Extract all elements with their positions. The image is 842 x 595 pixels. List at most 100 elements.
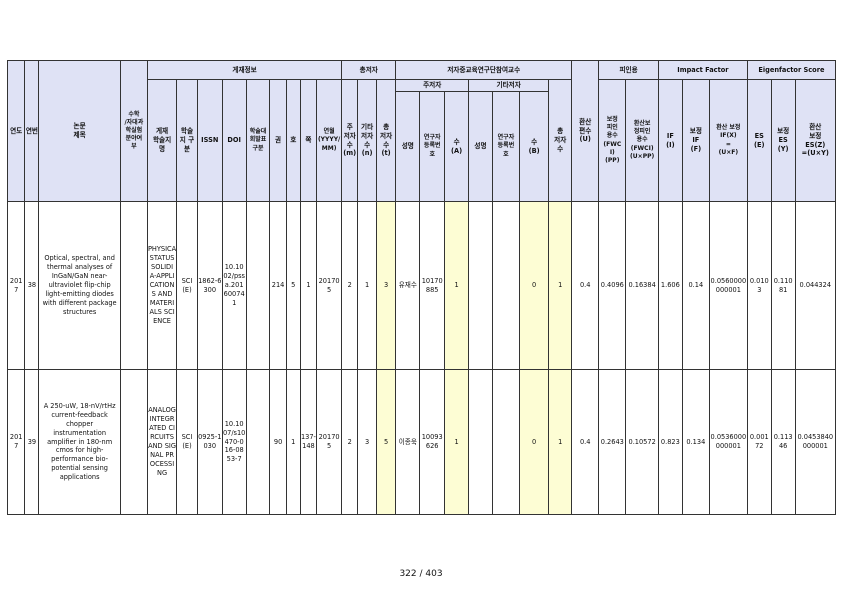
cell-doi: 10.1002/pssa.201600741 <box>221 201 247 370</box>
cell-main-authors: 2 <box>341 201 359 370</box>
col-if-adj-header: 보정 IF (F) <box>681 79 710 202</box>
cell-other-prof-name <box>468 369 493 515</box>
cell-es: 0.0103 <box>746 201 772 370</box>
cell-fwci-conv: 0.10572 <box>625 369 659 515</box>
cell-if: 0.823 <box>657 369 683 515</box>
cell-if-conv: 0.0560000000001 <box>708 201 748 370</box>
cell-doi: 10.1007/s10470-016-0853-7 <box>221 369 247 515</box>
cell-main-prof-name: 유재수 <box>395 201 421 370</box>
impact-factor-group-header: Impact Factor <box>657 60 748 80</box>
col-date-header: 연월 (YYYY/ MM) <box>316 79 343 202</box>
col-issn-header: ISSN <box>196 79 223 202</box>
cell-es: 0.00172 <box>746 369 772 515</box>
col-name2-header: 성명 <box>468 91 493 202</box>
col-type-header: 수학 /자대과 학실험 분야여 부 <box>119 60 148 202</box>
cell-total-prof: 1 <box>548 201 573 370</box>
cell-other-prof-reg <box>491 201 521 370</box>
cell-issn: 1862-6300 <box>196 201 223 370</box>
col-reg2-header: 연구자 등록번 호 <box>491 91 521 202</box>
cell-date: 201705 <box>316 201 343 370</box>
cell-journal: PHYSICA STATUS SOLIDI A-APPLICATIONS AND… <box>146 201 178 370</box>
cell-seq: 39 <box>24 369 40 515</box>
eigenfactor-group-header: Eigenfactor Score <box>746 60 837 80</box>
cell-year: 2017 <box>6 201 26 370</box>
cell-page: 137-148 <box>299 369 318 515</box>
cell-total-authors: 5 <box>375 369 397 515</box>
col-category-header: 학술 지 구 분 <box>176 79 198 202</box>
citation-group-header: 피인용 <box>598 60 659 80</box>
col-journal-header: 게재 학술지 명 <box>146 79 178 202</box>
cell-count-b: 0 <box>518 369 550 515</box>
cell-if-conv: 0.0536000000001 <box>708 369 748 515</box>
cell-count-a: 1 <box>444 201 470 370</box>
cell-conv-score: 0.4 <box>571 201 600 370</box>
page-number: 322 / 403 <box>399 569 443 579</box>
col-if-conv-header: 환산 보정 IF(X) = (U×F) <box>708 79 748 202</box>
cell-count-b: 0 <box>518 201 550 370</box>
cell-kci <box>245 369 271 515</box>
table-row: 2017 38 Optical, spectral, and thermal a… <box>6 201 837 370</box>
table-row: 2017 39 A 250-uW, 18-nV/rtHz current-fee… <box>6 369 837 515</box>
col-volume-header: 권 <box>269 79 287 202</box>
cell-fwci-conv: 0.16384 <box>625 201 659 370</box>
col-page-header: 쪽 <box>299 79 318 202</box>
cell-total-authors: 3 <box>375 201 397 370</box>
col-kci-header: 학술대 회발표 구분 <box>245 79 271 202</box>
cell-other-authors: 1 <box>357 201 377 370</box>
cell-es-conv: 0.0453840000001 <box>794 369 837 515</box>
cell-seq: 38 <box>24 201 40 370</box>
cell-title: Optical, spectral, and thermal analyses … <box>38 201 121 370</box>
col-es-header: ES (E) <box>746 79 772 202</box>
col-es-adj-header: 보정 ES (Y) <box>770 79 796 202</box>
cell-if-adj: 0.134 <box>681 369 710 515</box>
cell-year: 2017 <box>6 369 26 515</box>
col-reg1-header: 연구자 등록번 호 <box>419 91 446 202</box>
col-es-conv-header: 환산 보정 ES(Z) =(U×Y) <box>794 79 837 202</box>
main-author-group-header: 주저자 <box>395 79 470 92</box>
cell-other-authors: 3 <box>357 369 377 515</box>
cell-es-adj: 0.11081 <box>770 201 796 370</box>
cell-es-adj: 0.11346 <box>770 369 796 515</box>
col-conv-score-header: 환산 편수 (U) <box>571 60 600 202</box>
cell-title: A 250-uW, 18-nV/rtHz current-feedback ch… <box>38 369 121 515</box>
col-if-header: IF (I) <box>657 79 683 202</box>
cell-conv-score: 0.4 <box>571 369 600 515</box>
col-doi-header: DOI <box>221 79 247 202</box>
cell-if: 1.606 <box>657 201 683 370</box>
cell-type <box>119 201 148 370</box>
col-issue-header: 호 <box>285 79 301 202</box>
pub-info-group-header: 게재정보 <box>146 60 343 80</box>
cell-fwci: 0.4096 <box>598 201 627 370</box>
cell-fwci: 0.2643 <box>598 369 627 515</box>
cell-kci <box>245 201 271 370</box>
col-title-header: 논문 제목 <box>38 60 121 202</box>
participating-prof-group-header: 저자중교육연구단참여교수 <box>395 60 573 80</box>
cell-category: SCI(E) <box>176 369 198 515</box>
cell-main-prof-reg: 10170885 <box>419 201 446 370</box>
cell-volume: 90 <box>269 369 287 515</box>
col-total-authors-header: 총 저자 수 (t) <box>375 79 397 202</box>
cell-issue: 5 <box>285 201 301 370</box>
cell-es-conv: 0.044324 <box>794 201 837 370</box>
research-performance-table: 연도 연번 논문 제목 수학 /자대과 학실험 분야여 부 게재정보 총저자 저… <box>6 60 837 515</box>
col-seq-header: 연번 <box>24 60 40 202</box>
col-fwci-header: 보정 피인 용수 (FWC I) (PP) <box>598 79 627 202</box>
cell-date: 201705 <box>316 369 343 515</box>
cell-main-authors: 2 <box>341 369 359 515</box>
col-name1-header: 성명 <box>395 91 421 202</box>
col-other-authors-header: 기타 저자 수 (n) <box>357 79 377 202</box>
cell-page: 1 <box>299 201 318 370</box>
other-author-group-header: 기타저자 <box>468 79 550 92</box>
cell-issue: 1 <box>285 369 301 515</box>
cell-if-adj: 0.14 <box>681 201 710 370</box>
cell-type <box>119 369 148 515</box>
cell-journal: ANALOG INTEGRATED CIRCUITS AND SIGNAL PR… <box>146 369 178 515</box>
col-year-header: 연도 <box>6 60 26 202</box>
cell-category: SCI(E) <box>176 201 198 370</box>
col-cnt-b-header: 수 (B) <box>518 91 550 202</box>
cell-other-prof-name <box>468 201 493 370</box>
cell-issn: 0925-1030 <box>196 369 223 515</box>
col-main-authors-header: 주 저자 수 (m) <box>341 79 359 202</box>
cell-other-prof-reg <box>491 369 521 515</box>
cell-count-a: 1 <box>444 369 470 515</box>
